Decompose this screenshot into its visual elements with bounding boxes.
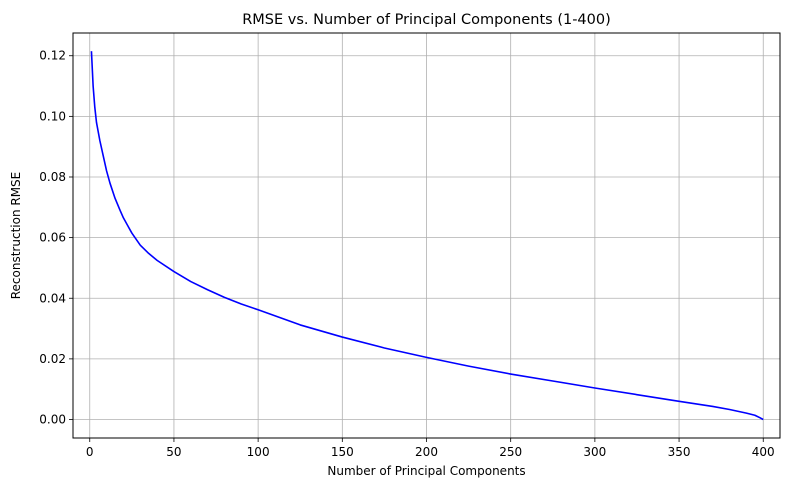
chart-title: RMSE vs. Number of Principal Components … [242, 12, 611, 28]
x-tick-label: 100 [247, 445, 270, 459]
grid-layer [73, 33, 780, 438]
y-axis-label: Reconstruction RMSE [9, 172, 23, 300]
x-tick-label: 250 [499, 445, 522, 459]
x-tick-label: 200 [415, 445, 438, 459]
x-tick-label: 300 [583, 445, 606, 459]
x-tick-label: 150 [331, 445, 354, 459]
series-layer [90, 51, 764, 421]
rmse-series-line [90, 51, 764, 421]
x-axis-ticks: 0 50 100 150 200 250 300 350 400 [86, 438, 775, 459]
x-tick-label: 350 [668, 445, 691, 459]
y-tick-label: 0.10 [39, 109, 66, 123]
x-tick-label: 50 [166, 445, 181, 459]
y-tick-label: 0.04 [39, 291, 66, 305]
x-axis-label: Number of Principal Components [327, 464, 525, 478]
y-tick-label: 0.02 [39, 352, 66, 366]
y-tick-label: 0.06 [39, 231, 66, 245]
x-tick-label: 400 [752, 445, 775, 459]
y-tick-label: 0.08 [39, 170, 66, 184]
x-tick-label: 0 [86, 445, 94, 459]
y-tick-label: 0.12 [39, 49, 66, 63]
y-tick-label: 0.00 [39, 413, 66, 427]
y-axis-ticks: 0.00 0.02 0.04 0.06 0.08 0.10 0.12 [39, 49, 73, 427]
